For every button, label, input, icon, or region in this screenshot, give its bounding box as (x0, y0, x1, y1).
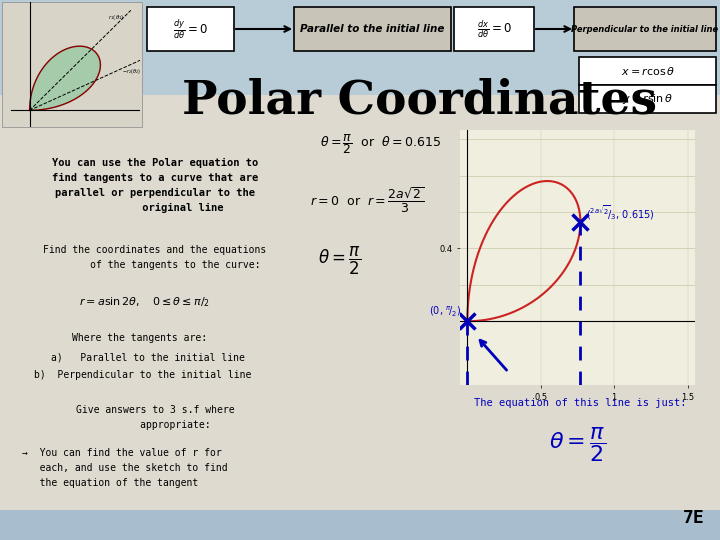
Text: Find the coordinates and the equations
       of the tangents to the curve:: Find the coordinates and the equations o… (43, 245, 266, 270)
FancyBboxPatch shape (574, 7, 716, 51)
Text: You can use the Polar equation to
find tangents to a curve that are
parallel or : You can use the Polar equation to find t… (52, 158, 258, 213)
Text: $\theta = \dfrac{\pi}{2}$: $\theta = \dfrac{\pi}{2}$ (549, 425, 606, 464)
Text: $\theta = \dfrac{\pi}{2}$  or  $\theta = 0.615$: $\theta = \dfrac{\pi}{2}$ or $\theta = 0… (320, 132, 441, 156)
Bar (0, 95, 720, 510)
FancyBboxPatch shape (454, 7, 534, 51)
Text: $x = r\cos\theta$: $x = r\cos\theta$ (621, 65, 675, 77)
Bar (2, 2, 142, 127)
Bar (0, 0, 720, 95)
Text: Where the tangents are:: Where the tangents are: (73, 333, 207, 343)
FancyBboxPatch shape (147, 7, 234, 51)
Text: Parallel to the initial line: Parallel to the initial line (300, 24, 444, 34)
Polygon shape (30, 46, 100, 110)
Text: The equation of this line is just:: The equation of this line is just: (474, 398, 686, 408)
Text: $y = r\sin\theta$: $y = r\sin\theta$ (622, 92, 674, 106)
Bar (0, 510, 720, 540)
Text: $(^{2a\sqrt{2}}\!/_{3},\, 0.615)$: $(^{2a\sqrt{2}}\!/_{3},\, 0.615)$ (586, 204, 655, 222)
Text: $(0,\, ^{\pi}\!/_{2})$: $(0,\, ^{\pi}\!/_{2})$ (429, 304, 462, 318)
Text: $\frac{dx}{d\theta}=0$: $\frac{dx}{d\theta}=0$ (477, 18, 511, 40)
Text: $\frac{dy}{d\theta}=0$: $\frac{dy}{d\theta}=0$ (173, 17, 207, 41)
FancyBboxPatch shape (579, 57, 716, 85)
Text: $r_1(\theta_1)$: $r_1(\theta_1)$ (108, 12, 125, 22)
FancyBboxPatch shape (294, 7, 451, 51)
Text: b)  Perpendicular to the initial line: b) Perpendicular to the initial line (35, 370, 252, 380)
Text: $-r_2(\theta_2)$: $-r_2(\theta_2)$ (122, 67, 140, 76)
Text: →  You can find the value of r for
   each, and use the sketch to find
   the eq: → You can find the value of r for each, … (22, 448, 228, 488)
Text: Perpendicular to the initial line: Perpendicular to the initial line (572, 24, 719, 33)
Text: a)   Parallel to the initial line: a) Parallel to the initial line (51, 353, 245, 363)
Text: Polar Coordinates: Polar Coordinates (182, 77, 657, 123)
Text: $r = 0$  or  $r = \dfrac{2a\sqrt{2}}{3}$: $r = 0$ or $r = \dfrac{2a\sqrt{2}}{3}$ (310, 185, 424, 215)
Text: $r = a\sin2\theta, \quad 0 \leq \theta \leq \pi/_{2}$: $r = a\sin2\theta, \quad 0 \leq \theta \… (79, 295, 210, 309)
FancyBboxPatch shape (579, 85, 716, 113)
Text: 7E: 7E (683, 509, 705, 527)
Text: $\theta = \dfrac{\pi}{2}$: $\theta = \dfrac{\pi}{2}$ (318, 245, 361, 277)
Text: Give answers to 3 s.f where
       appropriate:: Give answers to 3 s.f where appropriate: (76, 405, 234, 430)
